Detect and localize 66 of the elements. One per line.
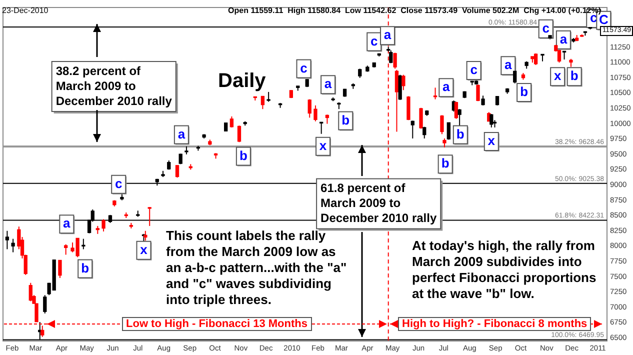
candlestick bbox=[58, 260, 62, 278]
candlestick bbox=[476, 84, 480, 102]
annotation: At today's high, the rally from March 2009 subdivides into perfect Fibonacci proportions at the wave "b" low. bbox=[412, 238, 596, 302]
candlestick bbox=[82, 238, 86, 250]
annotation: b bbox=[456, 126, 464, 142]
candlestick bbox=[406, 96, 410, 121]
annotation: Low to High - Fibonacci 13 Months bbox=[122, 317, 312, 331]
annotation: a bbox=[560, 32, 568, 47]
annotation: c bbox=[470, 62, 478, 78]
annotation: x bbox=[554, 68, 562, 84]
candlestick bbox=[28, 282, 32, 302]
candlestick bbox=[495, 96, 500, 106]
candlestick bbox=[557, 49, 562, 64]
annotation: b bbox=[239, 148, 248, 163]
candlestick bbox=[440, 114, 444, 135]
annotation: 23-Dec-2010 bbox=[2, 6, 48, 16]
candlestick bbox=[175, 164, 180, 178]
candlestick bbox=[490, 113, 494, 128]
annotation: b bbox=[342, 112, 350, 128]
annotation: x bbox=[488, 133, 496, 148]
annotation: b bbox=[520, 84, 528, 100]
candlestick bbox=[314, 104, 318, 122]
annotation: x bbox=[319, 138, 328, 153]
annotation: c bbox=[114, 176, 122, 191]
candlestick bbox=[266, 91, 270, 102]
annotation: a bbox=[178, 126, 186, 142]
annotation: 61.8 percent of March 2009 to December 2010 rally bbox=[320, 181, 437, 226]
candlestick bbox=[260, 96, 265, 110]
candlestick bbox=[389, 50, 393, 64]
annotation: Open 11559.11 High 11580.84 Low 11542.62 Close 11573.49 Volume 502.2M Chg +14.00 (+0.12%) bbox=[228, 6, 601, 15]
annotation: a bbox=[504, 57, 513, 72]
candlestick bbox=[481, 95, 485, 106]
annotation: High to High? - Fibonacci 8 months bbox=[398, 317, 592, 331]
text: Daily bbox=[218, 70, 266, 93]
candlestick bbox=[446, 122, 450, 140]
candlestick bbox=[43, 294, 47, 314]
candlestick bbox=[458, 108, 462, 127]
annotation: This count labels the rally from the March 2009 low as an a-b-c pattern...with the "a" and "c" waves subdividing into triple threes. bbox=[166, 228, 347, 308]
candlestick bbox=[5, 230, 10, 250]
annotation: a bbox=[384, 27, 392, 42]
candlestick bbox=[402, 74, 406, 91]
candlestick bbox=[325, 114, 330, 124]
annotation: b bbox=[570, 68, 578, 84]
candlestick bbox=[102, 218, 106, 232]
annotation: b bbox=[441, 156, 450, 171]
annotation: a bbox=[442, 79, 451, 94]
annotation: x bbox=[140, 242, 148, 258]
candlestick bbox=[393, 52, 397, 70]
annotation: a bbox=[324, 76, 332, 92]
candlestick bbox=[410, 120, 414, 139]
annotation: c bbox=[300, 60, 308, 76]
candlestick bbox=[40, 325, 44, 338]
candlestick bbox=[11, 238, 15, 253]
annotation: a bbox=[63, 216, 72, 231]
candlestick bbox=[230, 116, 234, 128]
candlestick bbox=[394, 69, 399, 132]
annotation: 38.2 percent of March 2009 to December 2010 rally bbox=[56, 64, 172, 108]
candlestick bbox=[148, 206, 152, 226]
candlestick bbox=[308, 98, 312, 118]
candlestick bbox=[513, 70, 517, 84]
candlestick bbox=[64, 244, 68, 256]
annotation: c bbox=[542, 20, 550, 36]
candlestick bbox=[358, 68, 362, 78]
annotation: b bbox=[81, 260, 90, 276]
candlestick bbox=[237, 125, 242, 143]
annotation: c bbox=[370, 33, 378, 48]
